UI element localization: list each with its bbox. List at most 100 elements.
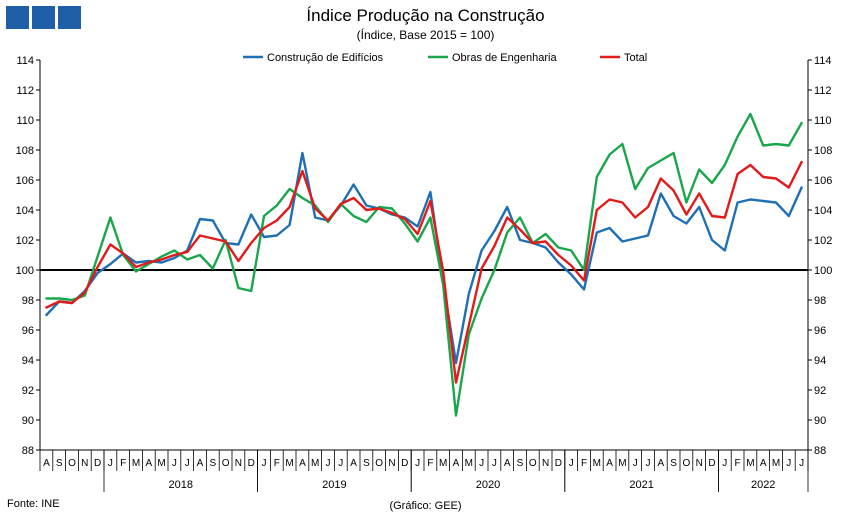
x-tick-label-month: M xyxy=(465,458,473,469)
x-tick-label-month: J xyxy=(415,458,420,469)
x-tick-label-month: D xyxy=(94,458,101,469)
x-tick-label-month: J xyxy=(338,458,343,469)
logo-block xyxy=(58,6,81,29)
credit-note: (Gráfico: GEE) xyxy=(389,500,462,512)
x-tick-label-month: O xyxy=(375,458,383,469)
x-year-label: 2021 xyxy=(629,479,653,491)
y-tick-label-right: 104 xyxy=(814,205,832,217)
x-tick-label-month: M xyxy=(157,458,165,469)
x-tick-label-month: D xyxy=(555,458,562,469)
logo-block xyxy=(6,6,29,29)
x-tick-label-month: A xyxy=(760,458,767,469)
y-tick-label-left: 106 xyxy=(16,175,34,187)
x-year-label: 2018 xyxy=(169,479,193,491)
y-tick-label-left: 92 xyxy=(22,385,34,397)
y-tick-label-right: 90 xyxy=(814,415,826,427)
x-tick-label-month: F xyxy=(581,458,587,469)
x-tick-label-month: N xyxy=(81,458,88,469)
x-tick-label-month: J xyxy=(633,458,638,469)
x-tick-label-month: O xyxy=(68,458,76,469)
x-tick-label-month: M xyxy=(593,458,601,469)
y-tick-label-right: 112 xyxy=(814,85,832,97)
x-tick-label-month: F xyxy=(427,458,433,469)
x-tick-label-month: S xyxy=(209,458,216,469)
x-tick-label-month: A xyxy=(657,458,664,469)
legend-label: Construção de Edifícios xyxy=(267,52,384,64)
x-tick-label-month: O xyxy=(222,458,230,469)
y-tick-label-right: 94 xyxy=(814,355,826,367)
logo xyxy=(6,6,81,29)
x-tick-label-month: A xyxy=(453,458,460,469)
x-tick-label-month: J xyxy=(185,458,190,469)
y-tick-label-left: 114 xyxy=(16,55,34,67)
x-tick-label-month: N xyxy=(388,458,395,469)
x-tick-label-month: J xyxy=(799,458,804,469)
y-tick-label-right: 100 xyxy=(814,265,832,277)
y-tick-label-right: 96 xyxy=(814,325,826,337)
x-tick-label-month: N xyxy=(542,458,549,469)
x-tick-label-month: S xyxy=(56,458,63,469)
x-tick-label-month: M xyxy=(311,458,319,469)
series-line-obras-de-engenharia xyxy=(45,112,803,417)
y-tick-label-right: 92 xyxy=(814,385,826,397)
x-tick-label-month: M xyxy=(439,458,447,469)
series-line-total xyxy=(45,160,803,384)
x-tick-label-month: S xyxy=(363,458,370,469)
x-tick-label-month: J xyxy=(492,458,497,469)
y-tick-label-left: 102 xyxy=(16,235,34,247)
legend-label: Total xyxy=(624,52,647,64)
y-tick-label-left: 112 xyxy=(16,85,34,97)
y-tick-label-left: 90 xyxy=(22,415,34,427)
x-year-label: 2022 xyxy=(751,479,775,491)
x-tick-label-month: J xyxy=(786,458,791,469)
x-tick-label-month: A xyxy=(606,458,613,469)
x-tick-label-month: F xyxy=(735,458,741,469)
x-tick-label-month: M xyxy=(285,458,293,469)
y-tick-label-right: 108 xyxy=(814,145,832,157)
y-tick-label-right: 114 xyxy=(814,55,832,67)
x-tick-label-month: F xyxy=(120,458,126,469)
x-tick-label-month: O xyxy=(683,458,691,469)
x-tick-label-month: J xyxy=(569,458,574,469)
y-tick-label-left: 110 xyxy=(16,115,34,127)
chart-subtitle: (Índice, Base 2015 = 100) xyxy=(356,28,495,42)
y-tick-label-left: 108 xyxy=(16,145,34,157)
y-tick-label-right: 106 xyxy=(814,175,832,187)
x-tick-label-month: A xyxy=(350,458,357,469)
x-tick-label-month: J xyxy=(262,458,267,469)
x-tick-label-month: D xyxy=(401,458,408,469)
x-tick-label-month: J xyxy=(326,458,331,469)
x-tick-label-month: N xyxy=(235,458,242,469)
x-tick-label-month: J xyxy=(108,458,113,469)
x-tick-label-month: J xyxy=(479,458,484,469)
y-tick-label-right: 88 xyxy=(814,445,826,457)
y-tick-label-left: 96 xyxy=(22,325,34,337)
y-tick-label-left: 100 xyxy=(16,265,34,277)
x-tick-label-month: A xyxy=(504,458,511,469)
y-tick-label-right: 110 xyxy=(814,115,832,127)
chart-title: Índice Produção na Construção xyxy=(306,6,545,25)
x-tick-label-month: J xyxy=(172,458,177,469)
y-tick-label-right: 102 xyxy=(814,235,832,247)
x-tick-label-month: A xyxy=(197,458,204,469)
series-line-constru-o-de-edif-cios xyxy=(45,151,803,365)
x-tick-label-month: M xyxy=(132,458,140,469)
source-note: Fonte: INE xyxy=(7,498,60,510)
y-tick-label-left: 94 xyxy=(22,355,34,367)
x-tick-label-month: O xyxy=(529,458,537,469)
x-tick-label-month: D xyxy=(248,458,255,469)
x-tick-label-month: A xyxy=(43,458,50,469)
y-tick-label-left: 104 xyxy=(16,205,34,217)
legend-label: Obras de Engenharia xyxy=(452,52,557,64)
x-year-label: 2019 xyxy=(322,479,346,491)
x-tick-label-month: F xyxy=(274,458,280,469)
x-tick-label-month: M xyxy=(746,458,754,469)
x-tick-label-month: S xyxy=(517,458,524,469)
x-tick-label-month: A xyxy=(299,458,306,469)
x-tick-label-month: M xyxy=(618,458,626,469)
x-tick-label-month: J xyxy=(722,458,727,469)
x-tick-label-month: A xyxy=(145,458,152,469)
x-tick-label-month: S xyxy=(670,458,677,469)
y-tick-label-right: 98 xyxy=(814,295,826,307)
